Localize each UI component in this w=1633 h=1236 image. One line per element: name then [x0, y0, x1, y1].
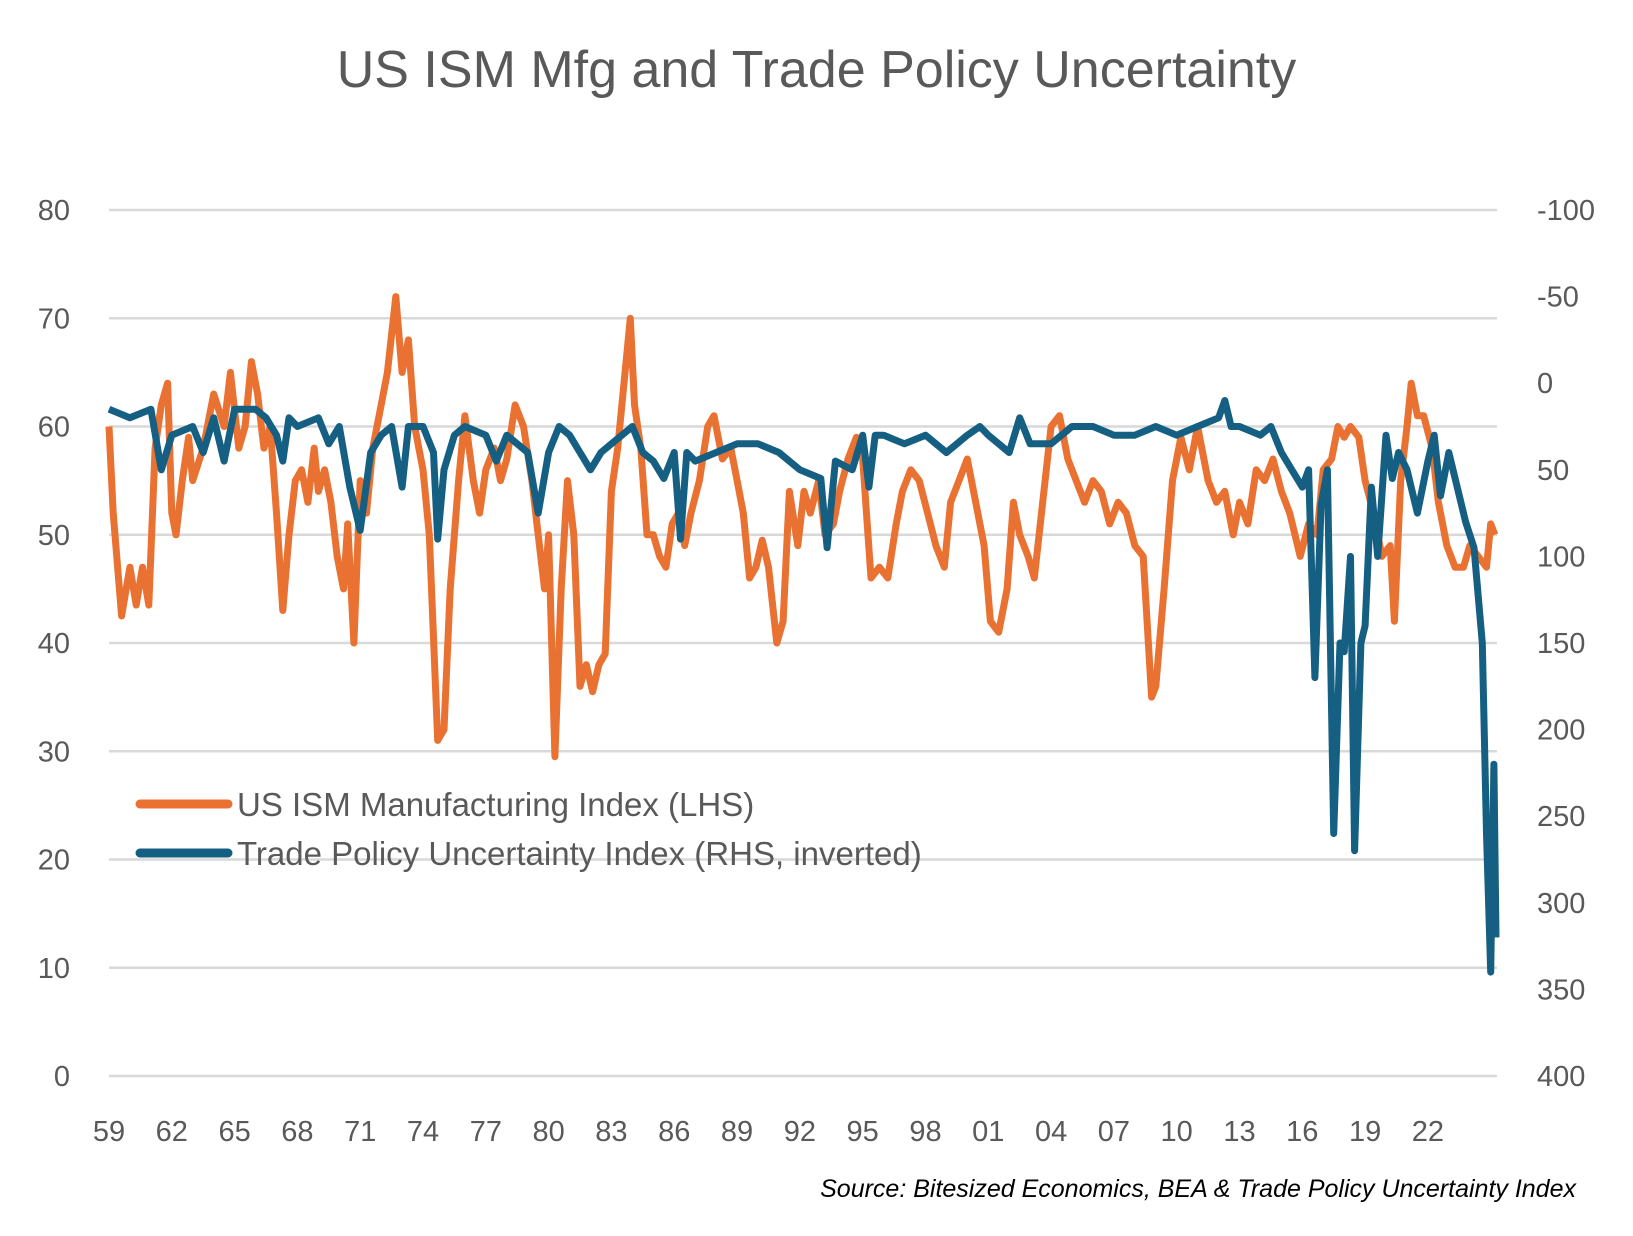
- series-lines: [105, 293, 1500, 976]
- source-note: Source: Bitesized Economics, BEA & Trade…: [820, 1175, 1576, 1203]
- y-left-tick-label: 30: [38, 736, 70, 768]
- y-right-tick-label: 150: [1537, 628, 1585, 660]
- y-right-tick-label: 350: [1537, 974, 1585, 1006]
- y-right-tick-label: 50: [1537, 455, 1569, 487]
- x-tick-label: 62: [156, 1116, 188, 1148]
- x-tick-label: 83: [595, 1116, 627, 1148]
- x-tick-label: 10: [1161, 1116, 1193, 1148]
- ism-line: [105, 293, 1499, 761]
- y-right-tick-label: 300: [1537, 888, 1585, 920]
- x-tick-label: 71: [344, 1116, 376, 1148]
- x-tick-label: 13: [1223, 1116, 1255, 1148]
- x-tick-label: 01: [972, 1116, 1004, 1148]
- legend-label-tpu: Trade Policy Uncertainty Index (RHS, inv…: [237, 835, 922, 872]
- y-left-tick-label: 50: [38, 520, 70, 552]
- x-tick-label: 22: [1412, 1116, 1444, 1148]
- y-right-tick-label: 200: [1537, 715, 1585, 747]
- y-left-tick-label: 70: [38, 303, 70, 335]
- x-tick-label: 80: [533, 1116, 565, 1148]
- legend-label-ism: US ISM Manufacturing Index (LHS): [237, 786, 754, 823]
- x-tick-label: 07: [1098, 1116, 1130, 1148]
- y-right-tick-label: -100: [1537, 195, 1595, 227]
- x-tick-label: 68: [281, 1116, 313, 1148]
- x-tick-label: 74: [407, 1116, 439, 1148]
- x-tick-label: 77: [470, 1116, 502, 1148]
- y-left-tick-label: 80: [38, 195, 70, 227]
- x-tick-label: 89: [721, 1116, 753, 1148]
- x-tick-label: 59: [93, 1116, 125, 1148]
- y-axis-right: -100 -50 0 50 100 150 200 250 300 350 400: [1537, 195, 1595, 1093]
- x-tick-label: 95: [847, 1116, 879, 1148]
- x-tick-label: 65: [218, 1116, 250, 1148]
- chart-title: US ISM Mfg and Trade Policy Uncertainty: [336, 41, 1297, 99]
- legend: US ISM Manufacturing Index (LHS) Trade P…: [135, 786, 922, 872]
- tpu-line: [107, 397, 1500, 976]
- y-right-tick-label: 0: [1537, 368, 1553, 400]
- x-tick-label: 92: [784, 1116, 816, 1148]
- y-right-tick-label: 100: [1537, 541, 1585, 573]
- y-right-tick-label: 250: [1537, 801, 1585, 833]
- y-left-tick-label: 60: [38, 412, 70, 444]
- x-tick-label: 86: [658, 1116, 690, 1148]
- y-left-tick-label: 10: [38, 953, 70, 985]
- y-left-tick-label: 40: [38, 628, 70, 660]
- x-tick-label: 19: [1349, 1116, 1381, 1148]
- gridlines: [109, 208, 1497, 1078]
- x-axis: 59 62 65 68 71 74 77 80 83 86 89 92 95 98 01 04 07 10 13 16…: [93, 1116, 1444, 1148]
- y-left-tick-label: 20: [38, 845, 70, 877]
- x-tick-label: 04: [1035, 1116, 1067, 1148]
- y-axis-left: 0 10 20 30 40 50 60 70 80: [38, 195, 70, 1093]
- x-tick-label: 16: [1286, 1116, 1318, 1148]
- y-left-tick-label: 0: [54, 1061, 70, 1093]
- y-right-tick-label: -50: [1537, 282, 1579, 314]
- y-right-tick-label: 400: [1537, 1061, 1585, 1093]
- x-tick-label: 98: [909, 1116, 941, 1148]
